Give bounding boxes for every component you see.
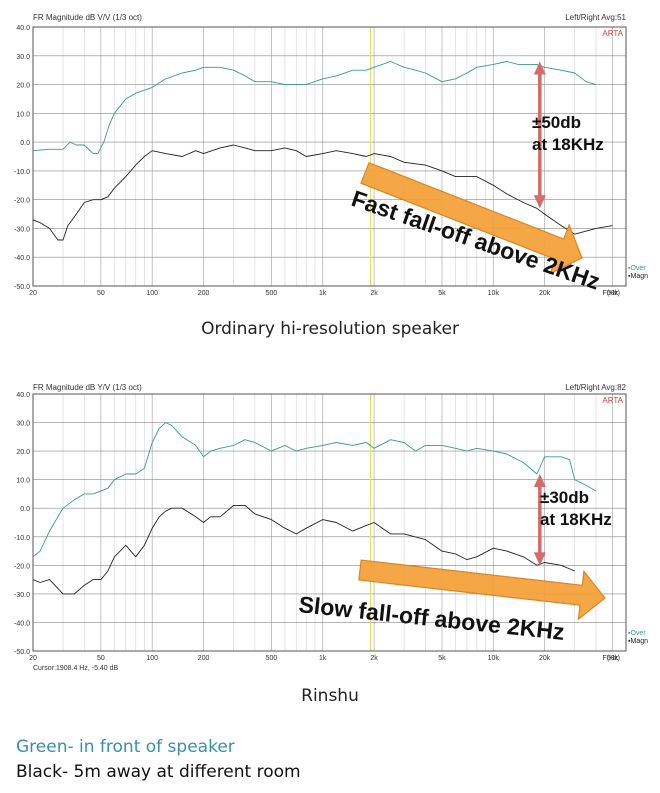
- chart-header-left: FR Magnitude dB Y/V (1/3 oct): [33, 383, 142, 392]
- x-tick-label: 2k: [370, 655, 378, 662]
- chart-ordinary-speaker: FR Magnitude dB V/V (1/3 oct) Left/Right …: [14, 13, 648, 297]
- x-tick-label: 500: [266, 655, 278, 662]
- chart-panel-bottom: FR Magnitude dB Y/V (1/3 oct) Left/Right …: [0, 370, 660, 710]
- difference-arrow-head-up: [533, 61, 546, 75]
- x-tick-label: 50: [97, 655, 105, 662]
- y-tick-label: -10.0: [14, 535, 30, 542]
- x-tick-label: 500: [266, 290, 278, 297]
- x-tick-label: 100: [146, 290, 158, 297]
- y-tick-label: 30.0: [16, 54, 30, 61]
- x-tick-label: 10k: [488, 290, 500, 297]
- plot-frame: [32, 393, 627, 652]
- x-tick-label: 50k: [607, 655, 619, 662]
- chart-header-right: Left/Right Avg:51: [565, 13, 626, 22]
- series-line-magn: [32, 504, 575, 595]
- difference-label: ±30db: [540, 488, 589, 507]
- trend-arrow-shape: [360, 161, 583, 275]
- x-axis-label: F(Hz): [603, 290, 621, 297]
- difference-arrow-head-down: [533, 195, 546, 209]
- difference-frequency-label: at 18KHz: [532, 135, 604, 154]
- y-tick-label: 0.0: [20, 140, 30, 147]
- grid-lines: [32, 26, 627, 287]
- brand-label: ARTA: [602, 396, 623, 405]
- y-tick-label: 20.0: [16, 449, 30, 456]
- y-tick-label: -10.0: [14, 169, 30, 176]
- y-tick-label: -20.0: [14, 563, 30, 570]
- x-tick-label: 5k: [438, 655, 446, 662]
- legend-entry: ▪Over: [628, 630, 646, 637]
- brand-label: ARTA: [602, 29, 623, 38]
- difference-frequency-label: at 18KHz: [540, 510, 612, 529]
- y-tick-label: -50.0: [14, 649, 30, 656]
- x-tick-label: 5k: [438, 290, 446, 297]
- y-tick-label: -40.0: [14, 255, 30, 262]
- series-line-over: [32, 422, 597, 558]
- x-tick-label: 20k: [539, 655, 551, 662]
- y-tick-label: -50.0: [14, 284, 30, 291]
- x-tick-label: 100: [146, 655, 158, 662]
- x-tick-label: 50: [97, 290, 105, 297]
- difference-arrow-head-up: [533, 473, 546, 487]
- chart-header-right: Left/Right Avg:82: [565, 383, 626, 392]
- x-tick-label: 50k: [607, 290, 619, 297]
- x-tick-label: 2k: [370, 290, 378, 297]
- chart-header-left: FR Magnitude dB V/V (1/3 oct): [33, 13, 142, 22]
- y-tick-label: 10.0: [16, 478, 30, 485]
- chart-panel-top: FR Magnitude dB V/V (1/3 oct) Left/Right …: [0, 0, 660, 345]
- x-tick-label: 1k: [319, 655, 327, 662]
- y-tick-label: -20.0: [14, 198, 30, 205]
- trend-arrow-shape: [358, 559, 606, 621]
- legend-entry: ▪Over: [628, 265, 646, 272]
- series-line-over: [32, 61, 597, 155]
- y-tick-label: -40.0: [14, 620, 30, 627]
- legend-entry: ▪Magn: [628, 273, 648, 280]
- y-tick-label: 40.0: [16, 392, 30, 399]
- cursor-readout: Cursor:1908.4 Hz, -5.40 dB: [33, 665, 119, 672]
- y-tick-label: 30.0: [16, 421, 30, 428]
- x-tick-label: 20k: [539, 290, 551, 297]
- y-tick-label: -30.0: [14, 592, 30, 599]
- trend-arrow: [358, 559, 606, 621]
- x-tick-label: 200: [198, 290, 210, 297]
- x-tick-label: 20: [29, 290, 37, 297]
- plot-frame: [32, 26, 627, 287]
- difference-arrow-head-down: [533, 552, 546, 566]
- chart-caption-top: Ordinary hi-resolution speaker: [201, 319, 459, 339]
- x-axis-label: F(Hz): [603, 655, 621, 662]
- y-tick-label: 40.0: [16, 25, 30, 32]
- x-tick-label: 20: [29, 655, 37, 662]
- difference-label: ±50db: [532, 113, 581, 132]
- trend-arrow: [360, 161, 583, 275]
- x-tick-label: 200: [198, 655, 210, 662]
- y-tick-label: 0.0: [20, 506, 30, 513]
- legend-note-green: Green- in front of speaker: [16, 737, 235, 757]
- x-tick-label: 1k: [319, 290, 327, 297]
- legend-entry: ▪Magn: [628, 638, 648, 645]
- legend-note-black: Black- 5m away at different room: [16, 762, 301, 782]
- x-tick-label: 10k: [488, 655, 500, 662]
- y-tick-label: 10.0: [16, 111, 30, 118]
- series-line-magn: [32, 144, 613, 241]
- y-tick-label: -30.0: [14, 226, 30, 233]
- chart-rinshu: FR Magnitude dB Y/V (1/3 oct) Left/Right …: [14, 383, 648, 672]
- y-tick-label: 20.0: [16, 83, 30, 90]
- chart-caption-bottom: Rinshu: [301, 686, 359, 706]
